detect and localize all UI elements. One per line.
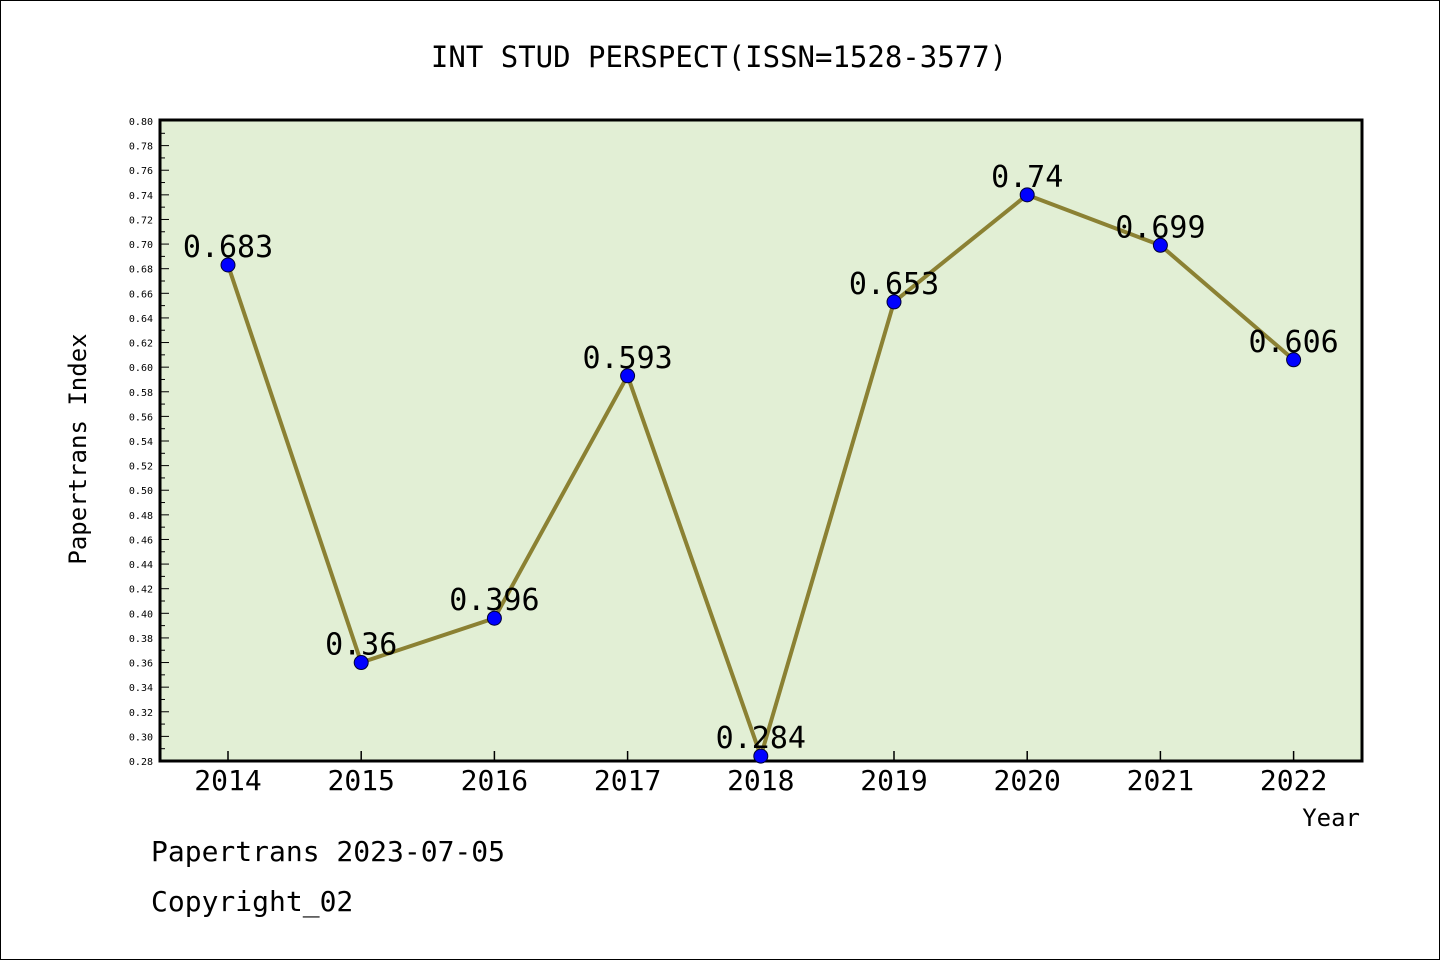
footer-copyright: Copyright_02 bbox=[151, 885, 354, 918]
y-tick-label: 0.46 bbox=[129, 535, 153, 546]
y-tick-label: 0.58 bbox=[129, 388, 153, 399]
y-tick-label: 0.74 bbox=[129, 191, 153, 202]
y-tick-label: 0.78 bbox=[129, 142, 153, 153]
y-tick-label: 0.36 bbox=[129, 659, 153, 670]
y-tick-label: 0.52 bbox=[129, 462, 153, 473]
data-label: 0.606 bbox=[1248, 325, 1338, 360]
y-axis: 0.28 0.30 0.32 0.34 0.36 0.38 0.40 0.42 0.44 0.46… bbox=[129, 117, 169, 768]
y-tick-label: 0.34 bbox=[129, 683, 153, 694]
x-tick-label: 2021 bbox=[1127, 764, 1194, 797]
x-tick-label: 2019 bbox=[860, 764, 927, 797]
data-point bbox=[1152, 237, 1168, 253]
x-tick-label: 2016 bbox=[461, 764, 528, 797]
data-label: 0.74 bbox=[991, 160, 1063, 195]
x-axis: 2014 2015 2016 2017 2018 2019 2020 2021 2022 bbox=[194, 751, 1327, 797]
y-tick-label: 0.32 bbox=[129, 708, 153, 719]
x-tick-label: 2018 bbox=[727, 764, 794, 797]
data-point bbox=[1286, 352, 1302, 368]
data-label: 0.36 bbox=[325, 628, 397, 663]
y-tick-label: 0.56 bbox=[129, 412, 153, 423]
y-tick-label: 0.68 bbox=[129, 265, 153, 276]
chart-title: INT STUD PERSPECT(ISSN=1528-3577) bbox=[431, 40, 1007, 74]
data-point bbox=[753, 748, 769, 764]
y-tick-label: 0.76 bbox=[129, 166, 153, 177]
y-tick-label: 0.40 bbox=[129, 609, 153, 620]
data-point bbox=[886, 294, 902, 310]
x-tick-label: 2022 bbox=[1260, 764, 1327, 797]
data-point bbox=[486, 610, 502, 626]
y-tick-label: 0.66 bbox=[129, 289, 153, 300]
x-tick-label: 2015 bbox=[327, 764, 394, 797]
y-tick-label: 0.44 bbox=[129, 560, 153, 571]
footer-date: Papertrans 2023-07-05 bbox=[151, 835, 506, 868]
data-label: 0.653 bbox=[849, 267, 939, 302]
y-tick-label: 0.54 bbox=[129, 437, 153, 448]
data-label: 0.396 bbox=[449, 583, 539, 618]
x-tick-label: 2017 bbox=[594, 764, 661, 797]
y-tick-label: 0.48 bbox=[129, 511, 153, 522]
data-label: 0.284 bbox=[716, 721, 806, 756]
y-tick-label: 0.42 bbox=[129, 585, 153, 596]
data-label: 0.699 bbox=[1115, 210, 1205, 245]
y-tick-label: 0.30 bbox=[129, 732, 153, 743]
y-tick-label: 0.60 bbox=[129, 363, 153, 374]
y-tick-label: 0.28 bbox=[129, 757, 153, 768]
series-layer: 0.683 0.36 0.396 0.593 0.284 0.653 0.74 0.699 0.… bbox=[183, 160, 1339, 764]
y-tick-label: 0.62 bbox=[129, 339, 153, 350]
data-point bbox=[620, 368, 636, 384]
y-tick-label: 0.38 bbox=[129, 634, 153, 645]
data-point bbox=[353, 655, 369, 671]
x-tick-label: 2020 bbox=[993, 764, 1060, 797]
y-axis-label: Papertrans Index bbox=[64, 333, 92, 564]
y-tick-label: 0.72 bbox=[129, 215, 153, 226]
data-label: 0.593 bbox=[582, 341, 672, 376]
y-tick-label: 0.64 bbox=[129, 314, 153, 325]
x-axis-label: Year bbox=[1302, 804, 1360, 832]
data-point bbox=[220, 257, 236, 273]
y-tick-label: 0.50 bbox=[129, 486, 153, 497]
y-tick-label: 0.70 bbox=[129, 240, 153, 251]
x-tick-label: 2014 bbox=[194, 764, 261, 797]
y-tick-label: 0.80 bbox=[129, 117, 153, 128]
data-point bbox=[1019, 187, 1035, 203]
data-label: 0.683 bbox=[183, 230, 273, 265]
